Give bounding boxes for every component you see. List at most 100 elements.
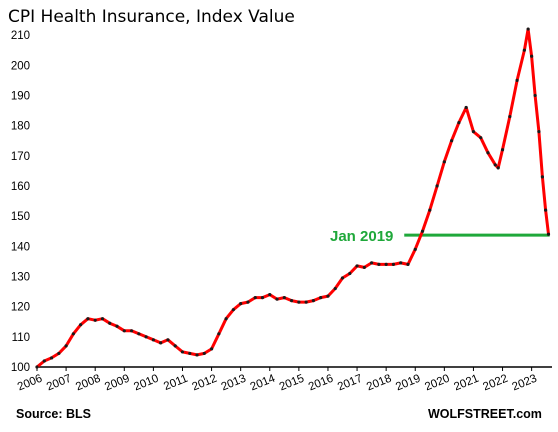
x-tick-label: 2010 <box>132 373 160 394</box>
data-point <box>333 286 337 291</box>
data-point <box>275 297 279 301</box>
data-point <box>450 139 454 143</box>
data-point <box>326 294 330 298</box>
data-point <box>311 299 316 303</box>
data-point <box>515 78 519 82</box>
x-tick-label: 2014 <box>249 372 278 393</box>
y-tick-label: 200 <box>11 60 30 72</box>
x-tick-label: 2009 <box>103 373 131 394</box>
x-tick-label: 2012 <box>190 373 218 394</box>
data-point <box>122 329 126 333</box>
plot-area <box>35 27 551 369</box>
source-label: Source: BLS <box>16 407 91 421</box>
data-point <box>537 130 541 134</box>
chart-title: CPI Health Insurance, Index Value <box>8 7 295 27</box>
x-tick-label: 2022 <box>481 373 509 394</box>
x-tick-label: 2008 <box>74 373 102 394</box>
data-point <box>173 344 177 348</box>
data-point <box>282 296 286 300</box>
data-point <box>362 265 366 270</box>
data-point <box>79 323 83 327</box>
data-point <box>93 318 97 322</box>
brand-label: WOLFSTREET.com <box>428 407 542 421</box>
y-tick-label: 170 <box>11 151 30 163</box>
data-point <box>239 302 243 306</box>
y-axis: 100 110 120 130 140 150 160 170 180 190 200 210 <box>11 30 30 374</box>
data-point <box>533 93 537 98</box>
y-tick-label: 130 <box>11 271 30 283</box>
data-point <box>64 344 68 348</box>
data-point <box>49 356 54 360</box>
data-point <box>435 184 439 188</box>
data-point <box>486 151 490 155</box>
x-tick-label: 2020 <box>423 373 451 394</box>
data-point <box>546 232 551 236</box>
data-point <box>348 271 352 276</box>
x-tick-label: 2019 <box>394 373 422 394</box>
data-point <box>428 208 432 212</box>
x-tick-label: 2018 <box>365 373 393 394</box>
data-point <box>297 300 301 304</box>
y-tick-label: 110 <box>12 332 30 344</box>
data-point <box>391 262 396 267</box>
data-point <box>57 351 61 356</box>
data-point <box>42 359 46 363</box>
data-point <box>420 229 425 233</box>
data-point <box>231 308 235 312</box>
data-point <box>370 261 374 265</box>
data-point <box>260 296 265 300</box>
data-point <box>86 317 90 321</box>
data-point <box>530 54 534 58</box>
data-point <box>471 130 476 134</box>
data-point <box>526 27 530 31</box>
data-point <box>246 300 250 304</box>
data-point <box>144 335 148 339</box>
y-tick-label: 100 <box>11 362 30 374</box>
data-point <box>500 148 505 152</box>
x-tick-label: 2017 <box>336 373 364 394</box>
x-tick-label: 2016 <box>307 373 335 394</box>
data-point <box>355 264 359 268</box>
data-point <box>71 332 75 336</box>
data-point <box>159 341 163 345</box>
series-line <box>35 27 550 369</box>
data-point <box>540 175 544 179</box>
data-point <box>406 262 410 267</box>
y-tick-label: 160 <box>11 181 30 193</box>
data-point <box>209 347 214 351</box>
data-point <box>543 208 548 212</box>
x-tick-label: 2021 <box>452 373 480 394</box>
data-point <box>224 317 228 321</box>
y-tick-label: 140 <box>11 241 30 253</box>
x-tick-label: 2006 <box>16 373 44 394</box>
data-point <box>180 350 185 354</box>
data-point <box>319 296 323 300</box>
data-point <box>413 247 417 251</box>
data-point <box>115 324 119 328</box>
annotation-label: Jan 2019 <box>330 228 393 245</box>
data-point <box>479 136 483 140</box>
data-point <box>202 351 206 356</box>
data-point <box>522 48 526 52</box>
data-point <box>195 353 199 357</box>
data-point <box>108 321 112 325</box>
y-tick-label: 120 <box>11 302 30 314</box>
data-point <box>268 292 272 297</box>
data-point <box>508 114 512 119</box>
x-tick-label: 2023 <box>511 373 539 394</box>
y-tick-label: 210 <box>11 30 30 42</box>
data-point <box>377 262 381 267</box>
y-tick-label: 190 <box>11 90 30 102</box>
x-tick-label: 2007 <box>45 373 73 394</box>
data-point <box>129 329 134 333</box>
x-tick-label: 2015 <box>278 373 306 394</box>
y-tick-label: 150 <box>11 211 30 223</box>
data-point <box>457 120 461 125</box>
y-tick-label: 180 <box>11 121 30 133</box>
x-axis: 2006 2007 2008 2009 2010 2011 2012 2013 2014 2015… <box>16 367 539 393</box>
data-point <box>340 276 345 280</box>
data-point <box>493 163 497 167</box>
x-tick-label: 2013 <box>220 373 248 394</box>
data-point <box>464 105 468 110</box>
